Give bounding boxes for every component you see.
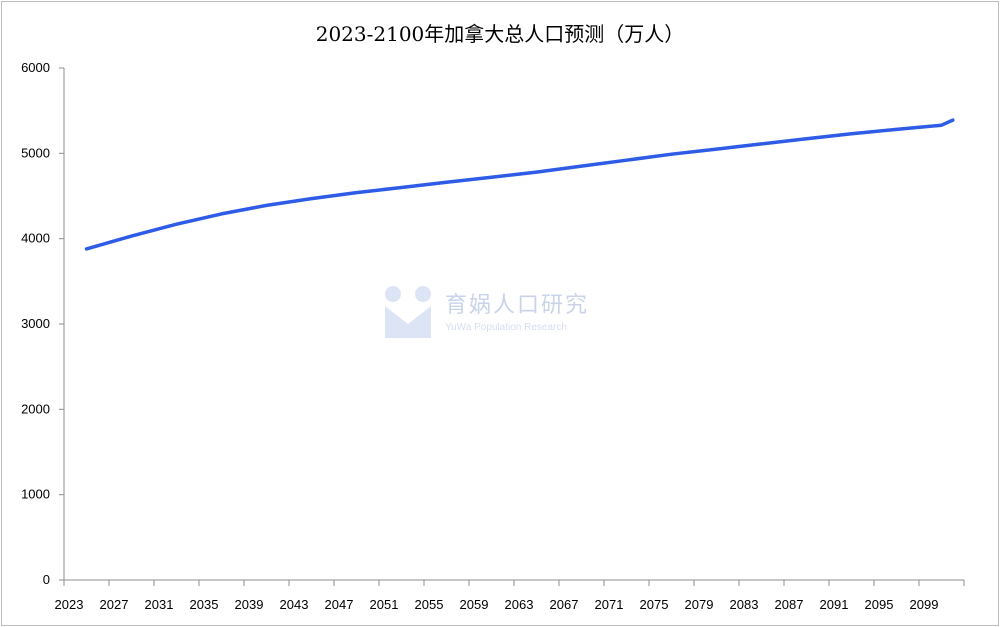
series-line	[84, 118, 955, 251]
watermark-logo-icon	[385, 286, 431, 338]
ticks: 0 1000 2000 3000 4000 5000 6000 2023 2027 2031 203…	[21, 60, 965, 612]
x-tick-label: 2055	[415, 597, 444, 612]
x-tick-label: 2075	[640, 597, 669, 612]
watermark-text: 育娲人口研究	[445, 293, 590, 318]
chart-title: 2023-2100年加拿大总人口预测（万人）	[315, 22, 685, 46]
y-tick-label: 5000	[21, 145, 50, 160]
x-tick-label: 2079	[685, 597, 714, 612]
x-tick-label: 2091	[820, 597, 849, 612]
y-tick-label: 2000	[21, 401, 50, 416]
x-tick-label: 2047	[325, 597, 354, 612]
y-tick-label: 4000	[21, 231, 50, 246]
x-tick-label: 2031	[145, 597, 174, 612]
x-tick-label: 2039	[235, 597, 264, 612]
y-tick-label: 6000	[21, 60, 50, 75]
x-tick-label: 2059	[460, 597, 489, 612]
series-layer	[84, 118, 955, 251]
x-tick-label: 2023	[55, 597, 84, 612]
x-tick-label: 2087	[775, 597, 804, 612]
x-tick-label: 2035	[190, 597, 219, 612]
x-tick-label: 2067	[550, 597, 579, 612]
x-tick-label: 2063	[505, 597, 534, 612]
x-tick-label: 2027	[100, 597, 129, 612]
x-tick-label: 2071	[595, 597, 624, 612]
watermark-subtext: YuWa Population Research	[445, 322, 567, 333]
x-tick-label: 2083	[730, 597, 759, 612]
y-tick-label: 3000	[21, 316, 50, 331]
x-tick-label: 2095	[865, 597, 894, 612]
x-tick-label: 2099	[910, 597, 939, 612]
x-tick-label: 2051	[370, 597, 399, 612]
y-tick-label: 0	[43, 572, 50, 587]
y-tick-label: 1000	[21, 487, 50, 502]
x-tick-label: 2043	[280, 597, 309, 612]
